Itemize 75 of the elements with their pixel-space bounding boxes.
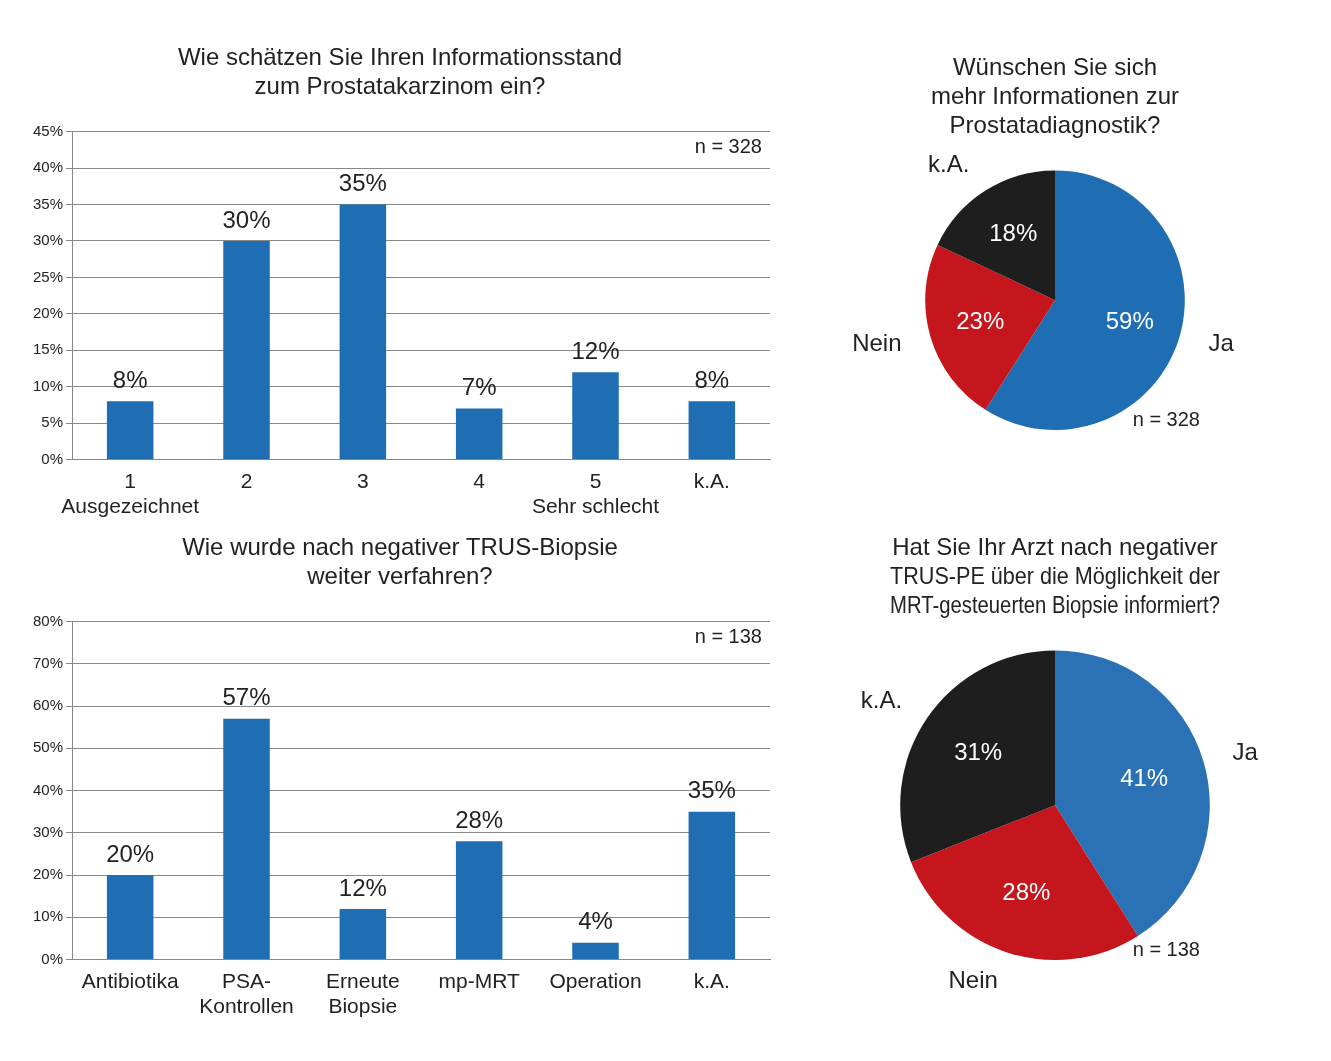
x-tick-label: PSA- Kontrollen [199,969,294,1018]
data-label: 30% [222,205,271,233]
y-tick-label: 25% [32,267,64,285]
data-label: 8% [112,365,148,393]
x-tick-label: Operation [549,969,642,992]
slice-label: Ja [1208,329,1235,357]
x-tick-label: 1 Ausgezeichnet [61,469,200,518]
y-tick-label: 45% [32,121,64,139]
text: n = 138 [1132,937,1200,960]
text: n = 328 [1132,407,1200,430]
y-tick-label: 10% [32,907,64,925]
y-tick-label: 20% [32,865,64,883]
chart-title: Hat Sie Ihr Arzt nach negativer TRUS-PE über die Möglichkeit der MRT-gesteuerten Biopsie informiert? [890,533,1221,619]
chart-title: Wie wurde nach negativer TRUS-Biopsie weiter verfahren? [182,533,618,589]
x-tick-label: 3 [357,469,369,492]
data-label: 7% [461,373,497,401]
data-label: 35% [687,776,736,804]
slice-label: k.A. [928,149,970,177]
x-tick-label: 2 [240,469,253,492]
bar [688,401,736,460]
slice-label: k.A. [860,685,903,713]
slice-label: Nein [852,329,902,357]
data-label: 28% [1002,878,1051,906]
y-tick-label: 5% [41,413,64,431]
data-label: 35% [338,169,387,197]
x-tick-label: Erneute Biopsie [326,969,400,1018]
annotation: n = 138 [694,625,762,648]
x-tick-label: Antibiotika [81,969,179,992]
data-label: 31% [954,737,1003,765]
y-tick-label: 60% [32,696,64,714]
bar [339,908,387,960]
y-tick-label: 10% [32,376,64,394]
slice-label: Ja [1232,738,1259,766]
data-label: 12% [571,336,620,364]
y-tick-label: 70% [32,653,64,671]
y-tick-label: 40% [32,780,64,798]
data-label: 23% [956,306,1005,334]
x-tick-label: k.A. [693,969,730,992]
y-tick-label: 0% [41,949,64,967]
bar [572,942,619,960]
y-tick-label: 80% [32,611,64,629]
x-tick-label: 5 Sehr schlecht [531,469,660,518]
bar [223,718,270,960]
bar [106,875,154,960]
x-tick-label: 4 [473,469,486,492]
y-tick-label: 30% [32,231,64,249]
data-label: 41% [1120,763,1169,791]
x-tick-label: mp-MRT [438,969,520,992]
bar [106,401,154,460]
bar [455,408,503,460]
y-tick-label: 40% [32,158,64,176]
y-tick-label: 0% [41,449,64,467]
y-tick-label: 30% [32,822,64,840]
data-label: 4% [578,907,613,935]
data-label: 8% [694,365,730,393]
x-tick-label: k.A. [693,469,730,492]
bar [223,240,270,460]
chart-title: Wie schätzen Sie Ihren Informationsstand zum Prostatakarzinom ein? [177,43,623,99]
chart-title: Wünschen Sie sich mehr Informationen zur Prostatadiagnostik? [930,53,1180,138]
slice-label: Nein [948,965,998,993]
data-label: 28% [455,805,504,833]
bar [339,204,387,460]
bar [688,811,736,960]
y-tick-label: 20% [32,303,64,321]
y-tick-label: 50% [32,738,64,756]
annotation: n = 328 [694,135,762,158]
bar [455,841,503,960]
y-tick-label: 15% [32,340,64,358]
data-label: 20% [106,839,155,867]
y-tick-label: 35% [32,194,64,212]
data-label: 12% [338,873,387,901]
data-label: 57% [222,683,271,711]
data-label: 59% [1105,306,1154,334]
data-label: 18% [989,219,1038,247]
bar [572,372,619,460]
